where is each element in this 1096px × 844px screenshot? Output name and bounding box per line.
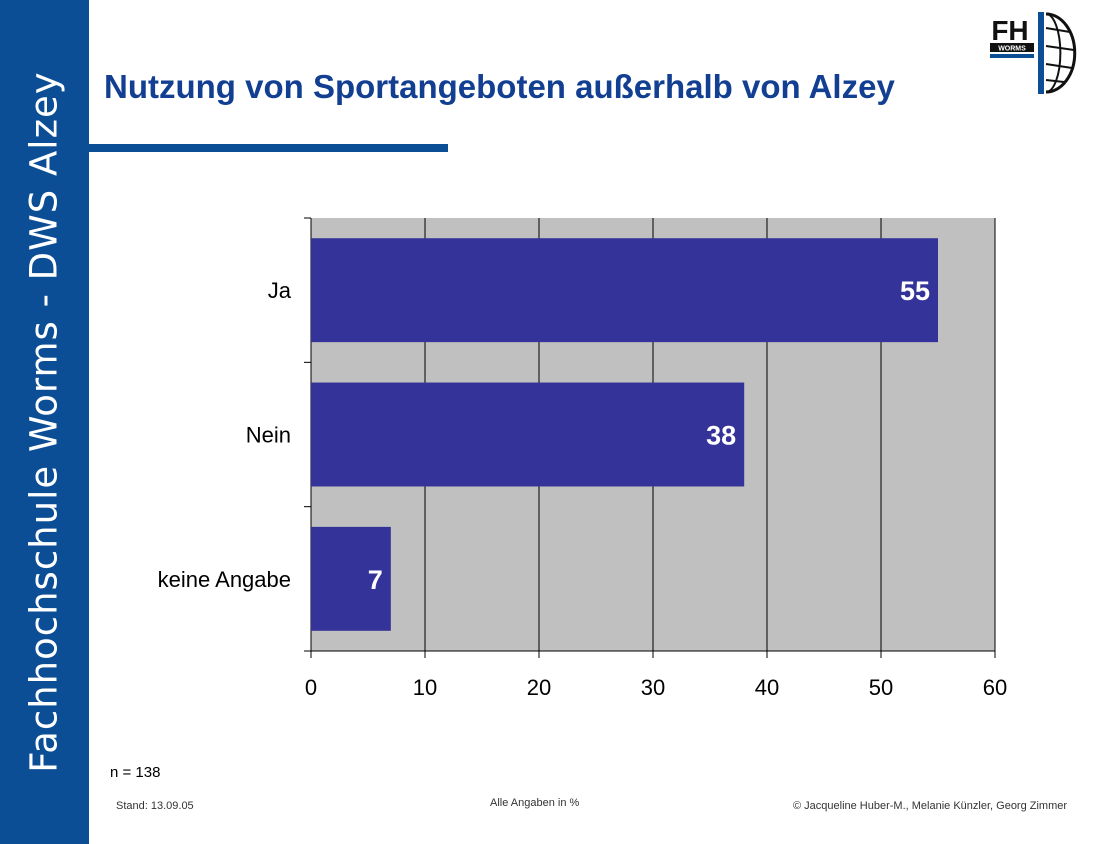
category-label: keine Angabe (158, 567, 291, 592)
x-tick-label: 10 (413, 675, 437, 700)
sample-size: n = 138 (110, 764, 161, 781)
logo-letters: FH (991, 15, 1028, 46)
data-label: 38 (706, 421, 736, 451)
x-tick-label: 20 (527, 675, 551, 700)
logo-subtext: WORMS (998, 46, 1026, 53)
bar (311, 382, 745, 487)
date-stamp: Stand: 13.09.05 (116, 800, 194, 812)
page-title: Nutzung von Sportangeboten außerhalb von… (104, 68, 895, 105)
units-note: Alle Angaben in % (490, 797, 580, 809)
x-tick-label: 0 (305, 675, 317, 700)
bar (311, 238, 938, 343)
category-label: Ja (268, 278, 292, 303)
x-tick-label: 60 (983, 675, 1007, 700)
data-label: 7 (368, 565, 383, 595)
x-tick-label: 30 (641, 675, 665, 700)
sidebar-band: Fachhochschule Worms - DWS Alzey (0, 0, 89, 844)
x-tick-label: 40 (755, 675, 779, 700)
title-underline (89, 144, 448, 152)
fh-worms-logo: FH WORMS (990, 12, 1077, 94)
x-tick-label: 50 (869, 675, 893, 700)
data-label: 55 (900, 276, 930, 306)
copyright: © Jacqueline Huber-M., Melanie Künzler, … (793, 800, 1068, 812)
bar (311, 526, 391, 631)
category-label: Nein (246, 423, 291, 448)
